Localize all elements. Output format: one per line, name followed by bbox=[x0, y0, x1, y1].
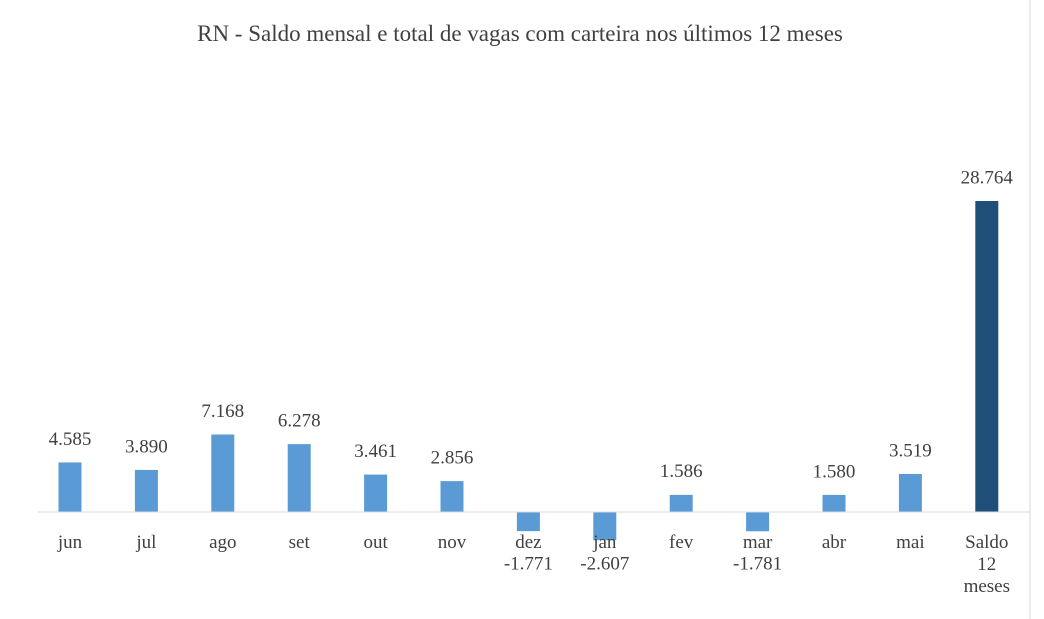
bar bbox=[593, 512, 617, 541]
x-tick-label: fev bbox=[669, 532, 694, 553]
data-label: 6.278 bbox=[278, 410, 321, 431]
x-tick-label: mar bbox=[742, 532, 773, 553]
bar bbox=[58, 462, 82, 512]
x-tick-box: out bbox=[363, 532, 388, 553]
x-tick-label: jun bbox=[57, 532, 83, 553]
data-label: 7.168 bbox=[201, 401, 244, 422]
title-box: RN - Saldo mensal e total de vagas com c… bbox=[197, 21, 843, 46]
bar bbox=[364, 474, 388, 512]
bar bbox=[134, 469, 158, 512]
bar bbox=[669, 494, 693, 512]
data-label: 4.585 bbox=[49, 429, 92, 450]
x-tick-label: jan bbox=[593, 532, 617, 553]
chart-title: RN - Saldo mensal e total de vagas com c… bbox=[197, 21, 843, 46]
x-tick-label: nov bbox=[437, 532, 467, 553]
x-tick-box: set bbox=[288, 532, 310, 553]
data-label: -1.771 bbox=[504, 553, 553, 574]
data-label: -1.781 bbox=[733, 553, 782, 574]
x-tick-box: jul bbox=[136, 532, 157, 553]
x-tick-label: abr bbox=[821, 532, 847, 553]
data-label: 28.764 bbox=[961, 167, 1014, 188]
bar bbox=[516, 512, 540, 532]
data-label: 3.461 bbox=[354, 441, 397, 462]
bar bbox=[975, 201, 999, 512]
x-tick-box: abr bbox=[821, 532, 847, 553]
bar bbox=[287, 444, 311, 512]
data-label: 1.580 bbox=[813, 461, 856, 482]
x-tick-box: dez bbox=[515, 532, 542, 553]
bar bbox=[440, 481, 464, 512]
data-label: 3.890 bbox=[125, 436, 168, 457]
x-tick-box: fev bbox=[669, 532, 694, 553]
x-tick-label: out bbox=[363, 532, 388, 553]
x-tick-box: ago bbox=[209, 532, 237, 553]
x-tick-box: mai bbox=[896, 532, 925, 553]
data-label: -2.607 bbox=[580, 553, 629, 574]
x-tick-box: jun bbox=[57, 532, 83, 553]
x-tick-label: Saldo 12 meses bbox=[963, 532, 1011, 597]
data-label: 3.519 bbox=[889, 440, 932, 461]
x-tick-box: mar bbox=[742, 532, 773, 553]
bar bbox=[898, 473, 922, 512]
bar bbox=[822, 494, 846, 512]
x-tick-box: jan bbox=[593, 532, 617, 553]
bar bbox=[746, 512, 770, 532]
x-tick-label: jul bbox=[136, 532, 157, 553]
x-tick-box: Saldo 12 meses bbox=[963, 532, 1011, 597]
x-tick-label: dez bbox=[515, 532, 542, 553]
x-tick-label: set bbox=[288, 532, 310, 553]
x-tick-label: mai bbox=[896, 532, 925, 553]
data-label: 2.856 bbox=[431, 447, 474, 468]
x-tick-box: nov bbox=[437, 532, 467, 553]
data-label: 1.586 bbox=[660, 461, 703, 482]
bar bbox=[211, 434, 235, 512]
x-tick-label: ago bbox=[209, 532, 237, 553]
